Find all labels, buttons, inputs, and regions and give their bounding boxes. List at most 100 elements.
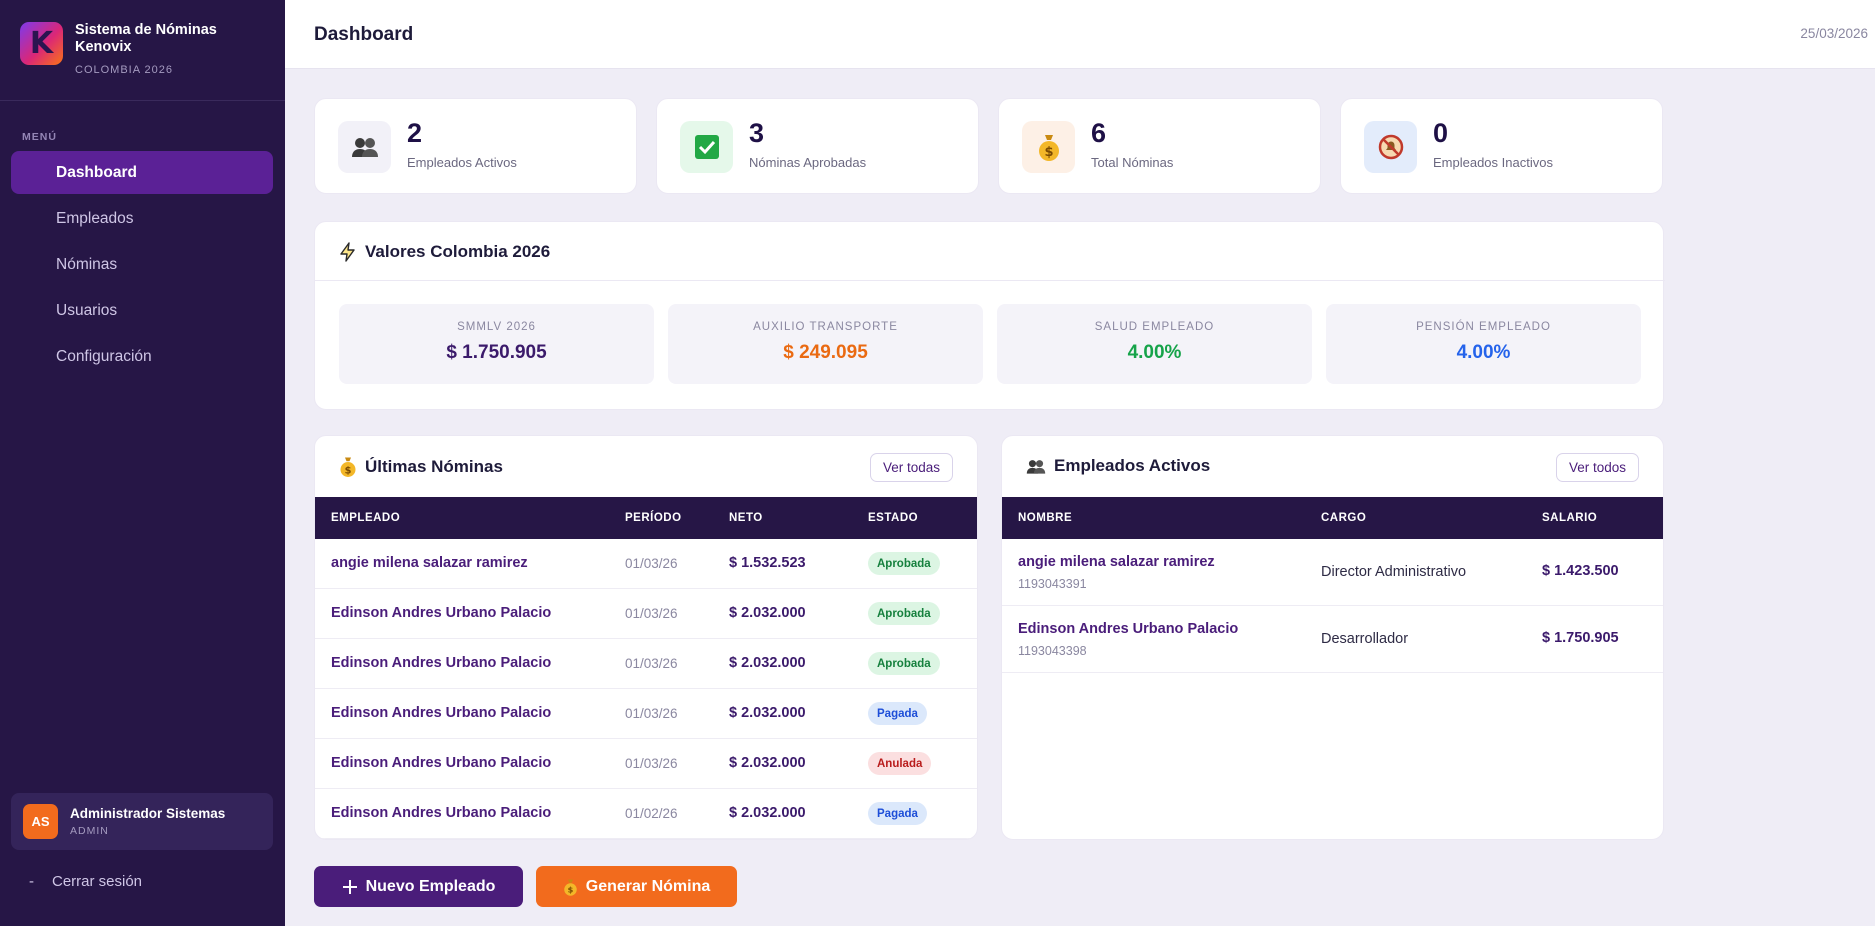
logo-letter: K (29, 25, 54, 61)
avatar: AS (23, 804, 58, 839)
sidebar-item-dashboard[interactable]: Dashboard (11, 151, 273, 194)
sidebar-item-usuarios[interactable]: Usuarios (56, 301, 118, 319)
stat-value: 6 (1091, 118, 1107, 148)
people-icon (338, 121, 391, 173)
stat-card-total-nominas: $ 6 Total Nóminas (998, 98, 1321, 194)
money-bag-icon: $ (564, 879, 577, 896)
user-card[interactable]: AS Administrador Sistemas ADMIN (11, 793, 273, 850)
periodo: 01/03/26 (625, 656, 678, 671)
empleado-name[interactable]: Edinson Andres Urbano Palacio (331, 755, 552, 771)
stat-card-nominas-aprobadas: 3 Nóminas Aprobadas (656, 98, 979, 194)
table-row[interactable]: Edinson Andres Urbano Palacio 01/02/26 $ 2… (315, 789, 977, 839)
stat-label: Empleados Activos (407, 155, 517, 170)
nuevo-empleado-button[interactable]: Nuevo Empleado (314, 866, 523, 907)
logout-button[interactable]: - Cerrar sesión (11, 866, 273, 896)
valor-label: SALUD EMPLEADO (1094, 321, 1215, 333)
empleados-title: Empleados Activos (1054, 456, 1211, 475)
app-logo: K (20, 22, 63, 65)
bell-off-icon (1364, 121, 1417, 173)
sidebar-menu: Dashboard Empleados Nóminas Usuarios Con… (11, 151, 273, 381)
empleado-name[interactable]: Edinson Andres Urbano Palacio (331, 655, 552, 671)
periodo: 01/03/26 (625, 556, 678, 571)
table-row[interactable]: angie milena salazar ramirez 1193043391 Di… (1002, 539, 1663, 606)
valor-salud-empleado: SALUD EMPLEADO 4.00% (997, 304, 1312, 384)
column-header: ESTADO (868, 512, 919, 524)
empleado-name[interactable]: angie milena salazar ramirez (1018, 554, 1215, 570)
valor-value: $ 1.750.905 (446, 342, 547, 363)
valor-smmlv: SMMLV 2026 $ 1.750.905 (339, 304, 654, 384)
empleado-name[interactable]: angie milena salazar ramirez (331, 555, 528, 571)
sidebar-item-configuracion[interactable]: Configuración (56, 347, 152, 365)
valores-title: Valores Colombia 2026 (365, 242, 551, 261)
nuevo-empleado-label: Nuevo Empleado (365, 877, 496, 895)
valor-value: $ 249.095 (783, 342, 868, 363)
panel-title: Valores Colombia 2026 (339, 242, 550, 262)
valor-value: 4.00% (1456, 342, 1511, 363)
valor-pension-empleado: PENSIÓN EMPLEADO 4.00% (1326, 304, 1641, 384)
valores-panel: Valores Colombia 2026 SMMLV 2026 $ 1.750… (314, 221, 1665, 410)
column-header: SALARIO (1542, 512, 1598, 524)
user-name: Administrador Sistemas (70, 806, 226, 821)
page-title: Dashboard (314, 24, 414, 45)
stat-label: Empleados Inactivos (1433, 155, 1553, 170)
people-icon (1026, 459, 1046, 474)
empleado-name[interactable]: Edinson Andres Urbano Palacio (331, 605, 552, 621)
periodo: 01/03/26 (625, 706, 678, 721)
neto: $ 1.532.523 (729, 555, 806, 571)
salario: $ 1.750.905 (1542, 630, 1619, 646)
lightning-icon (340, 242, 355, 262)
empleado-name[interactable]: Edinson Andres Urbano Palacio (1018, 621, 1239, 637)
column-header: NETO (729, 512, 763, 524)
divider (315, 280, 1665, 281)
money-bag-icon: $ (1022, 121, 1075, 173)
app-title: Sistema de Nóminas Kenovix (75, 22, 217, 55)
valor-label: SMMLV 2026 (457, 321, 536, 333)
cargo: Desarrollador (1321, 631, 1409, 647)
ver-todas-button[interactable]: Ver todas (869, 453, 953, 482)
column-header: EMPLEADO (331, 512, 401, 524)
cargo: Director Administrativo (1321, 564, 1467, 580)
table-row[interactable]: angie milena salazar ramirez 01/03/26 $ 1.… (315, 539, 977, 589)
sidebar-item-nominas[interactable]: Nóminas (56, 255, 118, 273)
sidebar-item-empleados[interactable]: Empleados (56, 209, 134, 227)
valor-label: AUXILIO TRANSPORTE (753, 321, 898, 333)
check-icon (680, 121, 733, 173)
app-subtitle: COLOMBIA 2026 (75, 64, 173, 76)
svg-text:$: $ (345, 465, 352, 476)
brand: K Sistema de Nóminas Kenovix COLOMBIA 20… (20, 22, 250, 76)
neto: $ 2.032.000 (729, 755, 806, 771)
column-header: NOMBRE (1018, 512, 1073, 524)
stat-card-empleados-inactivos: 0 Empleados Inactivos (1340, 98, 1663, 194)
salario: $ 1.423.500 (1542, 563, 1619, 579)
empleados-table-header: NOMBRE CARGO SALARIO (1002, 497, 1663, 539)
empleado-name[interactable]: Edinson Andres Urbano Palacio (331, 805, 552, 821)
svg-text:$: $ (567, 884, 573, 894)
nominas-table-header: EMPLEADO PERÍODO NETO ESTADO (315, 497, 977, 539)
generar-nomina-label: Generar Nómina (585, 877, 711, 895)
svg-text:$: $ (1044, 145, 1053, 160)
stat-label: Total Nóminas (1091, 155, 1174, 170)
ver-todos-button[interactable]: Ver todos (1555, 453, 1639, 482)
generar-nomina-button[interactable]: $ Generar Nómina (536, 866, 737, 907)
table-row[interactable]: Edinson Andres Urbano Palacio 01/03/26 $ 2… (315, 589, 977, 639)
stat-value: 0 (1433, 118, 1449, 148)
table-row[interactable]: Edinson Andres Urbano Palacio 01/03/26 $ 2… (315, 639, 977, 689)
table-row[interactable]: Edinson Andres Urbano Palacio 01/03/26 $ 2… (315, 739, 977, 789)
table-row[interactable]: Edinson Andres Urbano Palacio 1193043398 D… (1002, 606, 1663, 673)
stat-value: 2 (407, 118, 423, 148)
panel-title: $ Últimas Nóminas (339, 456, 503, 477)
empleado-name[interactable]: Edinson Andres Urbano Palacio (331, 705, 552, 721)
periodo: 01/03/26 (625, 756, 678, 771)
column-header: PERÍODO (625, 512, 682, 524)
stat-label: Nóminas Aprobadas (749, 155, 867, 170)
status-badge: Pagada (868, 702, 927, 725)
table-row[interactable]: Edinson Andres Urbano Palacio 01/03/26 $ 2… (315, 689, 977, 739)
user-role: ADMIN (70, 825, 109, 837)
empleados-activos-panel: Empleados Activos Ver todos NOMBRE CARGO… (1001, 435, 1664, 840)
periodo: 01/02/26 (625, 806, 678, 821)
neto: $ 2.032.000 (729, 605, 806, 621)
panel-title: Empleados Activos (1026, 456, 1210, 476)
neto: $ 2.032.000 (729, 655, 806, 671)
stat-card-empleados-activos: 2 Empleados Activos (314, 98, 637, 194)
valor-value: 4.00% (1127, 342, 1182, 363)
